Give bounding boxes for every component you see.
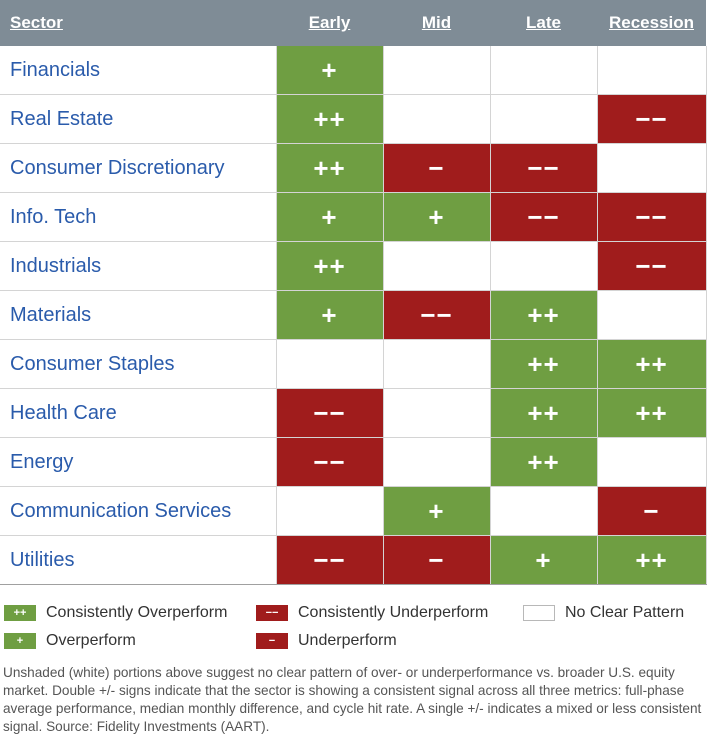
signal-cell-early: + — [276, 192, 384, 242]
legend-swatch-consistent-over: ++ — [4, 605, 36, 621]
sector-label: Consumer Staples — [0, 339, 277, 389]
column-header-late: Late — [490, 0, 597, 46]
signal-cell-late — [490, 241, 598, 291]
legend-label-consistent-over: Consistently Overperform — [46, 604, 228, 621]
column-header-recession: Recession — [597, 0, 706, 46]
signal-cell-late: + — [490, 535, 598, 585]
signal-cell-recession: −− — [597, 192, 707, 242]
column-header-sector: Sector — [0, 0, 276, 46]
legend-label-consistent-under: Consistently Underperform — [298, 604, 489, 621]
sector-performance-table: Sector Early Mid Late Recession Financia… — [0, 0, 707, 585]
signal-cell-late — [490, 46, 598, 95]
signal-cell-mid — [383, 46, 491, 95]
signal-cell-early: ++ — [276, 94, 384, 144]
signal-cell-early: −− — [276, 437, 384, 487]
legend-label-under: Underperform — [298, 632, 397, 649]
signal-cell-late — [490, 486, 598, 536]
signal-cell-late — [490, 94, 598, 144]
legend-label-no-pattern: No Clear Pattern — [565, 604, 685, 621]
signal-cell-late: −− — [490, 143, 598, 193]
sector-label: Materials — [0, 290, 277, 340]
sector-label: Energy — [0, 437, 277, 487]
sector-label: Financials — [0, 46, 277, 95]
legend-label-over: Overperform — [46, 632, 136, 649]
signal-cell-mid: −− — [383, 290, 491, 340]
legend-consistent-over: ++ Consistently Overperform — [4, 604, 227, 622]
legend-under: − Underperform — [256, 632, 397, 650]
table-row: Materials + −− ++ — [0, 290, 707, 340]
sector-label: Utilities — [0, 535, 277, 585]
table-row: Industrials ++ −− — [0, 241, 707, 291]
legend-swatch-over: + — [4, 633, 36, 649]
signal-cell-recession: ++ — [597, 535, 707, 585]
signal-cell-mid — [383, 388, 491, 438]
table-row: Financials + — [0, 46, 707, 95]
signal-cell-early — [276, 486, 384, 536]
table-row: Communication Services + − — [0, 486, 707, 536]
signal-cell-mid: − — [383, 535, 491, 585]
signal-cell-early: −− — [276, 535, 384, 585]
table-row: Utilities −− − + ++ — [0, 535, 707, 585]
signal-cell-late: ++ — [490, 339, 598, 389]
signal-cell-mid: + — [383, 192, 491, 242]
signal-cell-mid — [383, 94, 491, 144]
signal-cell-early: + — [276, 290, 384, 340]
signal-cell-late: ++ — [490, 437, 598, 487]
legend-swatch-consistent-under: −− — [256, 605, 288, 621]
sector-label: Info. Tech — [0, 192, 277, 242]
signal-cell-recession: − — [597, 486, 707, 536]
signal-cell-early: + — [276, 46, 384, 95]
signal-cell-mid — [383, 437, 491, 487]
column-header-early: Early — [276, 0, 383, 46]
signal-cell-recession: ++ — [597, 388, 707, 438]
sector-label: Real Estate — [0, 94, 277, 144]
legend: ++ Consistently Overperform −− Consisten… — [0, 600, 710, 656]
signal-cell-mid — [383, 241, 491, 291]
signal-cell-recession: −− — [597, 241, 707, 291]
signal-cell-mid — [383, 339, 491, 389]
signal-cell-early: ++ — [276, 241, 384, 291]
header-row: Sector Early Mid Late Recession — [0, 0, 706, 46]
signal-cell-recession: −− — [597, 94, 707, 144]
table-row: Consumer Discretionary ++ − −− — [0, 143, 707, 193]
signal-cell-early: ++ — [276, 143, 384, 193]
legend-over: + Overperform — [4, 632, 136, 650]
signal-cell-mid: + — [383, 486, 491, 536]
signal-cell-early — [276, 339, 384, 389]
signal-cell-mid: − — [383, 143, 491, 193]
sector-label: Consumer Discretionary — [0, 143, 277, 193]
table-row: Consumer Staples ++ ++ — [0, 339, 707, 389]
signal-cell-late: ++ — [490, 290, 598, 340]
table-row: Info. Tech + + −− −− — [0, 192, 707, 242]
legend-no-pattern: No Clear Pattern — [523, 604, 684, 622]
signal-cell-recession: ++ — [597, 339, 707, 389]
sector-label: Communication Services — [0, 486, 277, 536]
column-header-mid: Mid — [383, 0, 490, 46]
legend-swatch-under: − — [256, 633, 288, 649]
sector-label: Health Care — [0, 388, 277, 438]
legend-consistent-under: −− Consistently Underperform — [256, 604, 488, 622]
legend-swatch-no-pattern — [523, 605, 555, 621]
signal-cell-recession — [597, 437, 707, 487]
table-row: Energy −− ++ — [0, 437, 707, 487]
table-row: Health Care −− ++ ++ — [0, 388, 707, 438]
signal-cell-early: −− — [276, 388, 384, 438]
signal-cell-recession — [597, 290, 707, 340]
footnote: Unshaded (white) portions above suggest … — [3, 665, 702, 734]
sector-label: Industrials — [0, 241, 277, 291]
signal-cell-recession — [597, 46, 707, 95]
signal-cell-recession — [597, 143, 707, 193]
signal-cell-late: ++ — [490, 388, 598, 438]
table-row: Real Estate ++ −− — [0, 94, 707, 144]
signal-cell-late: −− — [490, 192, 598, 242]
